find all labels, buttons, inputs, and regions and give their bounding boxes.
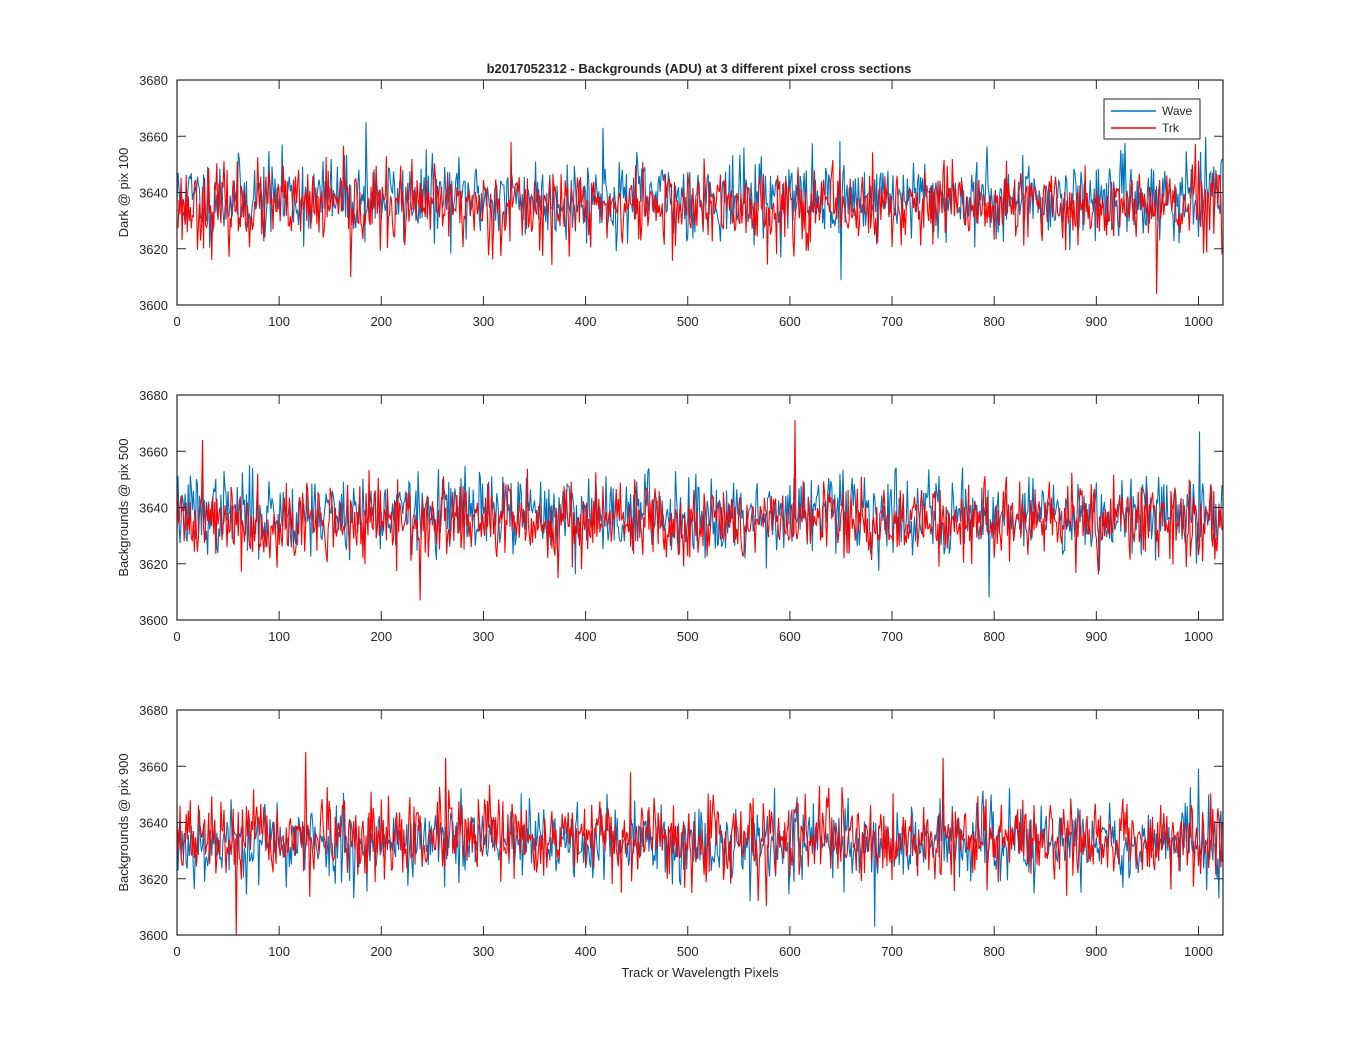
- y-tick-label: 3660: [139, 129, 168, 144]
- x-tick-label: 0: [173, 944, 180, 959]
- x-tick-label: 0: [173, 629, 180, 644]
- x-tick-label: 500: [677, 629, 699, 644]
- x-axis-label: Track or Wavelength Pixels: [621, 965, 779, 980]
- x-tick-label: 800: [983, 944, 1005, 959]
- series-line-trk: [177, 752, 1223, 935]
- y-tick-label: 3600: [139, 298, 168, 313]
- y-tick-label: 3620: [139, 242, 168, 257]
- series-line-trk: [177, 420, 1223, 601]
- x-tick-label: 500: [677, 314, 699, 329]
- legend-label-trk: Trk: [1162, 121, 1180, 135]
- x-tick-label: 500: [677, 944, 699, 959]
- x-tick-label: 900: [1085, 314, 1107, 329]
- plot-area: [177, 710, 1223, 935]
- y-tick-label: 3680: [139, 73, 168, 88]
- x-tick-label: 0: [173, 314, 180, 329]
- legend: Wave Trk: [1103, 98, 1201, 140]
- x-tick-label: 1000: [1184, 629, 1213, 644]
- x-tick-label: 300: [473, 629, 495, 644]
- x-tick-label: 100: [268, 314, 290, 329]
- x-tick-label: 700: [881, 944, 903, 959]
- y-tick-label: 3660: [139, 759, 168, 774]
- series-line-trk: [177, 141, 1223, 294]
- legend-label-wave: Wave: [1162, 104, 1193, 118]
- x-tick-label: 700: [881, 629, 903, 644]
- x-tick-label: 1000: [1184, 944, 1213, 959]
- x-tick-label: 200: [370, 314, 392, 329]
- y-tick-label: 3660: [139, 444, 168, 459]
- y-tick-label: 3620: [139, 872, 168, 887]
- subplot-2: 0 100 200 300 400 500 600 700 800 900 1000 3600 3620…: [116, 388, 1224, 644]
- x-tick-label: 600: [779, 314, 801, 329]
- x-tick-label: 300: [473, 944, 495, 959]
- subplots: 0 100 200 300 400 500 600 700 800 900 100036003620…: [116, 73, 1224, 980]
- x-tick-label: 700: [881, 314, 903, 329]
- subplot-1: 0 100 200 300 400 500 600 700 800 900 1000 3600 3620…: [116, 73, 1224, 329]
- legend-box: [1103, 98, 1201, 140]
- y-tick-label: 3600: [139, 928, 168, 943]
- x-tick-label: 100: [268, 629, 290, 644]
- y-tick-label: 3680: [139, 388, 168, 403]
- y-tick-label: 3620: [139, 557, 168, 572]
- y-tick-label: 3680: [139, 703, 168, 718]
- y-axis-label: Backgrounds @ pix 500: [116, 438, 131, 576]
- x-tick-label: 900: [1085, 944, 1107, 959]
- x-tick-label: 100: [268, 944, 290, 959]
- subplot-3: 0 100 200 300 400 500 600 700 800 900 1000 3600 3620…: [116, 703, 1224, 980]
- x-tick-label: 200: [370, 629, 392, 644]
- y-tick-label: 3640: [139, 816, 168, 831]
- x-tick-label: 400: [575, 314, 597, 329]
- chart-title: b2017052312 - Backgrounds (ADU) at 3 dif…: [487, 61, 912, 76]
- x-tick-label: 1000: [1184, 314, 1213, 329]
- x-tick-label: 800: [983, 314, 1005, 329]
- x-tick-label: 800: [983, 629, 1005, 644]
- x-tick-label: 300: [473, 314, 495, 329]
- x-tick-label: 400: [575, 944, 597, 959]
- series-line-wave: [177, 431, 1223, 598]
- x-tick-label: 600: [779, 944, 801, 959]
- y-axis-label: Dark @ pix 100: [116, 148, 131, 238]
- x-tick-label: 400: [575, 629, 597, 644]
- x-tick-label: 600: [779, 629, 801, 644]
- x-tick-label: 200: [370, 944, 392, 959]
- y-tick-label: 3600: [139, 613, 168, 628]
- x-tick-label: 900: [1085, 629, 1107, 644]
- y-tick-label: 3640: [139, 186, 168, 201]
- y-axis-label: Backgrounds @ pix 900: [116, 753, 131, 891]
- y-tick-label: 3640: [139, 501, 168, 516]
